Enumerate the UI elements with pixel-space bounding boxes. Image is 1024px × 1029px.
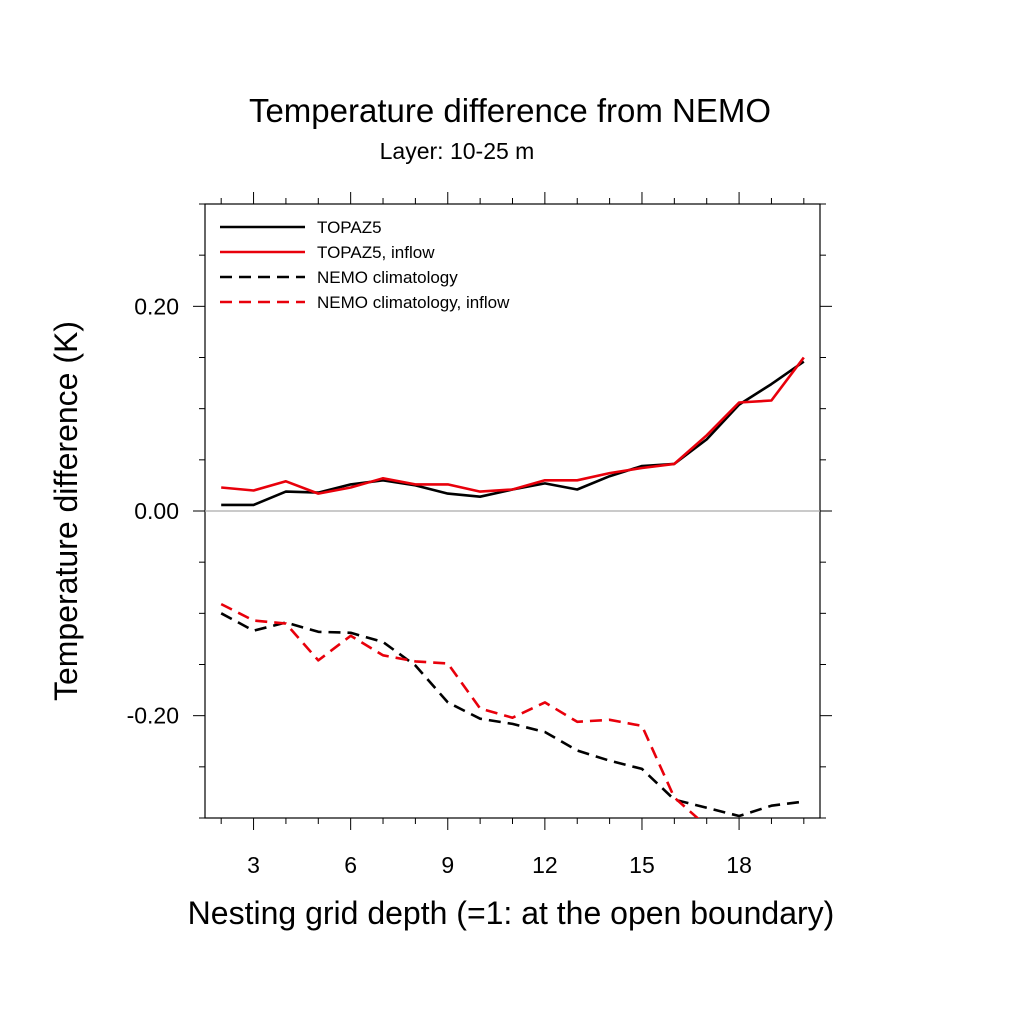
legend-label: TOPAZ5	[317, 218, 382, 237]
chart-title: Temperature difference from NEMO	[249, 92, 771, 129]
series-line-2	[221, 356, 805, 495]
legend-label: NEMO climatology	[317, 268, 458, 287]
chart-subtitle: Layer: 10-25 m	[380, 138, 535, 164]
y-axis-label: Temperature difference (K)	[48, 321, 84, 701]
legend-label: TOPAZ5, inflow	[317, 243, 435, 262]
y-tick-label: 0.00	[134, 498, 179, 524]
x-tick-label: 3	[247, 852, 260, 878]
x-tick-label: 6	[344, 852, 357, 878]
legend-label: NEMO climatology, inflow	[317, 293, 510, 312]
x-tick-label: 12	[532, 852, 558, 878]
x-tick-label: 9	[441, 852, 454, 878]
series-line-3	[220, 612, 804, 818]
y-tick-label: -0.20	[127, 703, 179, 729]
x-tick-label: 15	[629, 852, 655, 878]
series-line-4	[220, 602, 700, 818]
y-tick-label: 0.20	[134, 293, 179, 319]
x-tick-label: 18	[726, 852, 752, 878]
x-axis-label: Nesting grid depth (=1: at the open boun…	[188, 895, 835, 931]
series-line-1	[221, 360, 805, 507]
